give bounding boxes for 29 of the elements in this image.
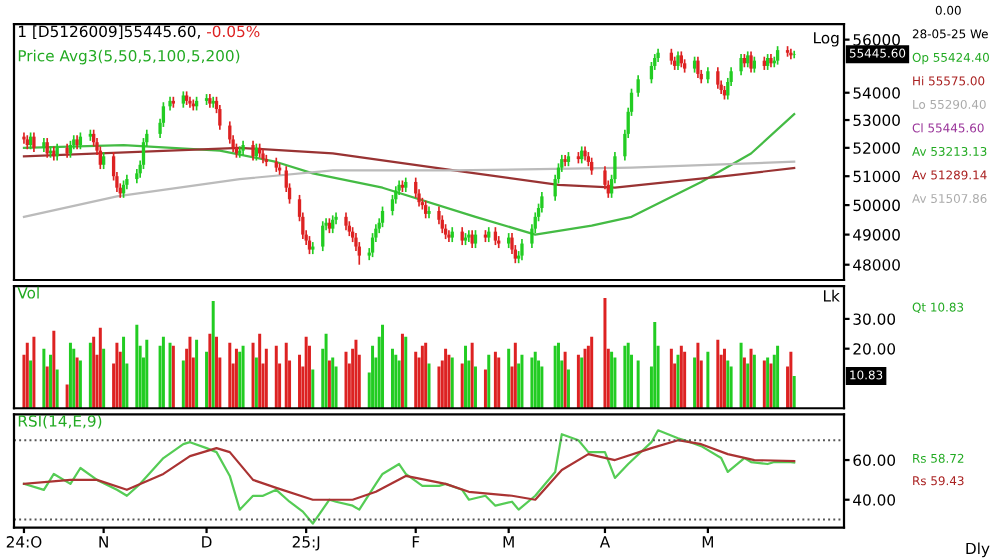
candlestick (218, 104, 222, 131)
candlestick (520, 238, 524, 261)
line-series (22, 439, 796, 501)
candlestick (447, 229, 451, 243)
line-series (22, 160, 796, 218)
candlestick (603, 165, 607, 190)
candlestick (749, 50, 753, 74)
candlestick (739, 53, 743, 77)
candlestick (636, 74, 640, 98)
candlestick (775, 45, 780, 66)
candlestick (32, 131, 36, 153)
candlestick (321, 220, 325, 252)
candlestick (370, 232, 375, 258)
candlestick (141, 137, 146, 170)
candlestick (676, 50, 680, 71)
candlestick (307, 235, 312, 255)
candlestick (311, 241, 315, 255)
candlestick (696, 55, 700, 79)
candlestick (497, 235, 501, 249)
candlestick (467, 229, 471, 243)
candlestick (357, 241, 361, 266)
candlestick (390, 194, 395, 217)
candlestick (510, 232, 514, 255)
candlestick (540, 191, 544, 214)
candlestick (334, 211, 338, 226)
candlestick (716, 66, 720, 90)
candlestick (380, 205, 385, 229)
line-series (22, 429, 796, 525)
candlestick (251, 140, 255, 162)
